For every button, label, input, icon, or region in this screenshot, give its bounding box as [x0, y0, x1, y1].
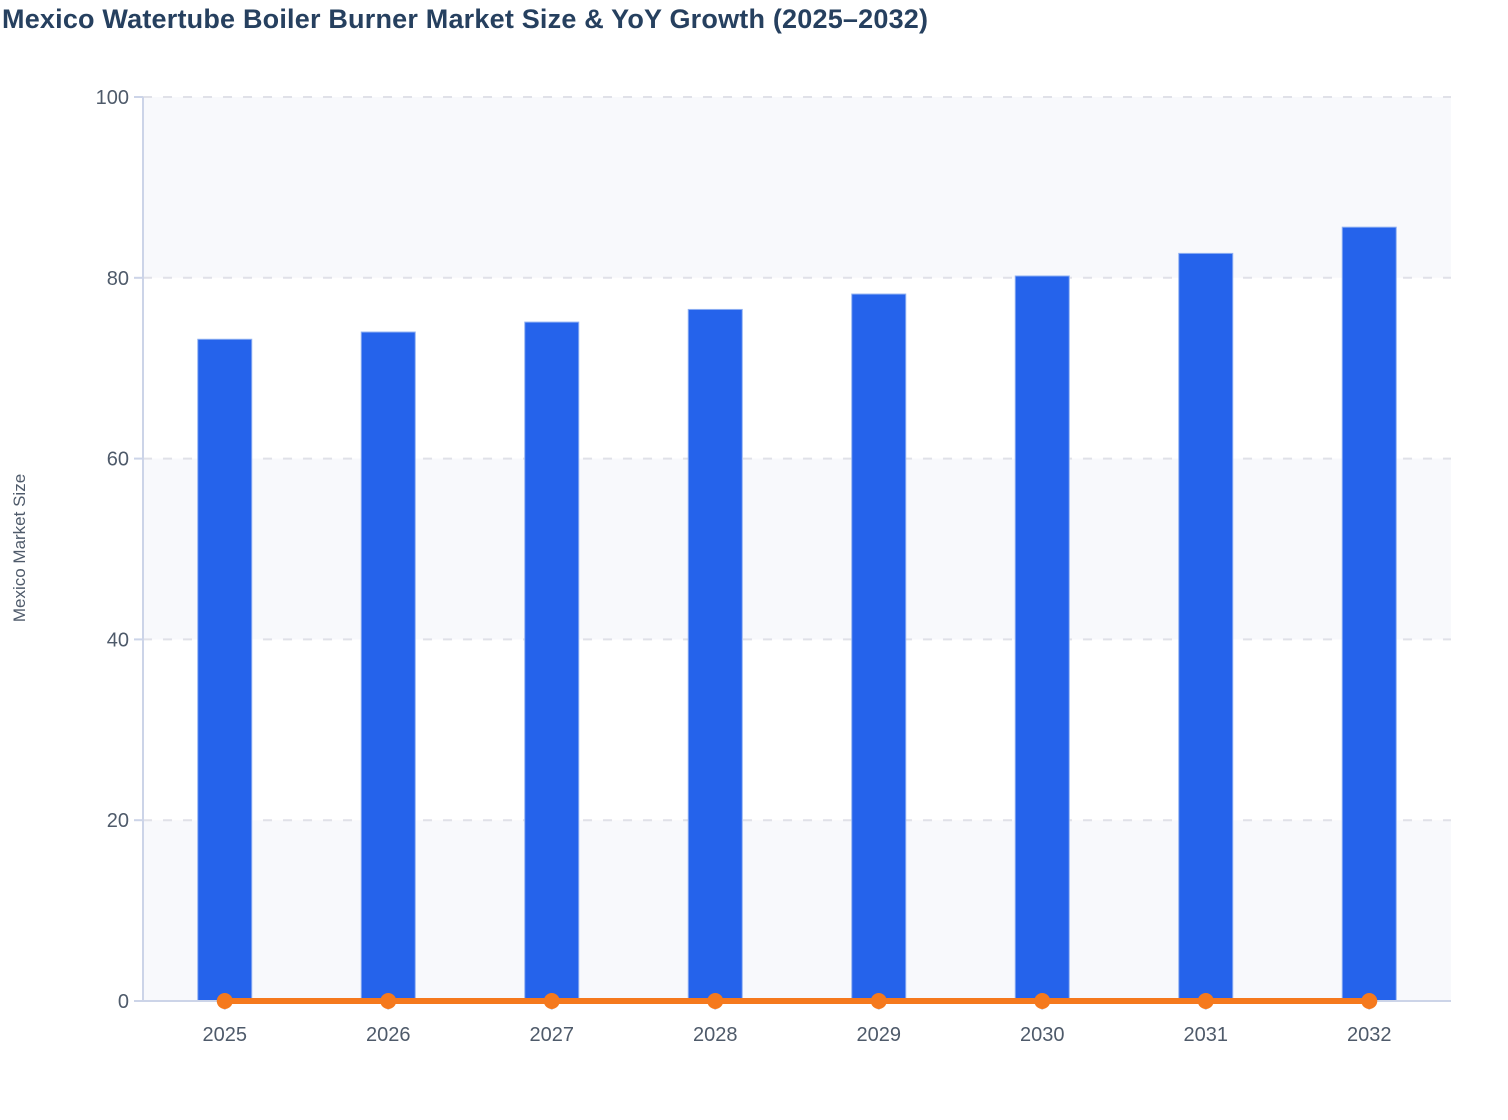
y-tick-label: 40 — [107, 629, 129, 651]
yoy-growth-marker — [543, 993, 560, 1009]
x-tick-label: 2031 — [1184, 1024, 1229, 1046]
bar-2027 — [524, 321, 580, 1002]
bar-2026 — [360, 331, 416, 1002]
x-tick-label: 2029 — [857, 1024, 902, 1046]
chart-title: Mexico Watertube Boiler Burner Market Si… — [2, 4, 929, 34]
y-tick-label: 100 — [96, 87, 129, 109]
yoy-growth-marker — [380, 993, 397, 1009]
y-tick-label: 80 — [107, 268, 129, 290]
yoy-growth-marker — [1034, 993, 1051, 1009]
bar-2028 — [687, 308, 743, 1002]
bar-2030 — [1014, 275, 1070, 1002]
y-tick-label: 60 — [107, 449, 129, 471]
yoy-growth-marker — [216, 993, 233, 1009]
yoy-growth-marker — [1361, 993, 1378, 1009]
bar-2031 — [1178, 252, 1234, 1002]
plot-band — [143, 458, 1451, 640]
plot-band — [143, 820, 1451, 1001]
y-tick-label: 20 — [107, 810, 129, 832]
yoy-growth-marker — [1197, 993, 1214, 1009]
x-tick-label: 2028 — [693, 1024, 738, 1046]
bar-2025 — [197, 338, 253, 1002]
x-tick-label: 2025 — [203, 1024, 248, 1046]
yoy-growth-marker — [707, 993, 724, 1009]
bar-2032 — [1341, 226, 1397, 1002]
x-tick-label: 2032 — [1347, 1024, 1392, 1046]
x-tick-label: 2026 — [366, 1024, 411, 1046]
plot-band — [143, 97, 1451, 278]
yoy-growth-marker — [870, 993, 887, 1009]
x-tick-label: 2030 — [1020, 1024, 1065, 1046]
y-tick-label: 0 — [118, 991, 129, 1013]
x-tick-label: 2027 — [530, 1024, 575, 1046]
bar-2029 — [851, 293, 907, 1002]
